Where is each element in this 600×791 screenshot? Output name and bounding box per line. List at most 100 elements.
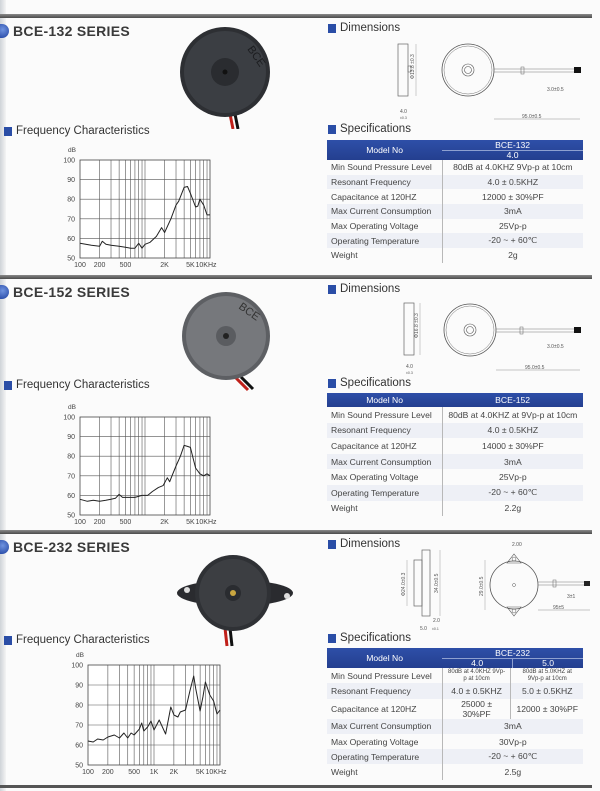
heading-text: Specifications <box>340 377 411 389</box>
frequency-characteristics-heading: Frequency Characteristics <box>4 634 150 646</box>
x-tick-label: 5K <box>196 769 205 776</box>
spec-row: Capacitance at 120HZ 14000 ± 30%PF <box>327 438 583 454</box>
frequency-characteristics-heading: Frequency Characteristics <box>4 125 150 137</box>
dimension-drawing-bce-132: Φ13.8 ±0.3 3.0±0.5 95.0±0.5 4.0 ±0.3 <box>397 43 581 120</box>
spec-label: Resonant Frequency <box>327 174 443 190</box>
y-tick-label: 70 <box>67 216 75 223</box>
spec-value: 25Vp-p <box>441 218 583 234</box>
bullet-icon <box>0 24 9 38</box>
y-tick-label: 70 <box>75 723 83 730</box>
y-tick-label: 90 <box>75 683 83 690</box>
dimension-drawing-bce-152: Φ16.8 ±0.3 3.0±0.5 95.0±0.5 4.0 ±0.3 <box>403 302 581 375</box>
product-photo-bce-232 <box>177 555 293 647</box>
lead-length-label: 3.0±0.5 <box>547 344 564 350</box>
x-tick-label: 200 <box>102 769 114 776</box>
spec-label: Operating Temperature <box>327 749 443 765</box>
spec-value: 80dB at 4.0KHZ 9Vp-p at 10cm <box>441 160 583 175</box>
spec-value: 12000 ± 30%PF <box>510 698 583 719</box>
x-tick-label: 500 <box>120 262 132 268</box>
thickness-tolerance-label: ±0.1 <box>432 627 439 631</box>
model-no-header: Model No <box>327 648 443 668</box>
section-bce-152: BCE-152 SERIES BCE Frequency Characteris… <box>0 275 600 531</box>
specifications-table-bce-232: Model No BCE-232 4.0 5.0 Min Sound Pressure … <box>327 648 583 780</box>
specifications-heading: Specifications <box>328 632 411 644</box>
y-tick-label: 50 <box>67 513 75 520</box>
frequency-chart-bce-152: 50 60 70 80 90 100 100 200 500 2K 5K 10KHz dB <box>63 404 217 525</box>
square-bullet-icon <box>328 124 336 134</box>
spec-label: Min Sound Pressure Level <box>331 670 432 681</box>
x-tick-label: 500 <box>120 519 132 525</box>
spec-label: Max Operating Voltage <box>331 736 419 747</box>
spec-value: 80dB at 5.0KHZ at 9Vp-p at 10cm <box>510 668 583 684</box>
model-header: BCE-132 4.0 <box>442 140 583 160</box>
spec-label: Weight <box>331 767 358 778</box>
y-axis-unit-label: dB <box>68 147 76 154</box>
x-tick-label: 1K <box>150 769 159 776</box>
body-diameter-label: 29.0±0.5 <box>479 576 485 596</box>
spec-row: Max Operating Voltage 25Vp-p <box>327 469 583 485</box>
spec-value: 3mA <box>441 718 583 734</box>
spec-label: Max Current Consumption <box>327 453 443 470</box>
y-tick-label: 50 <box>67 256 75 263</box>
spec-row: Operating Temperature -20 ~ + 60℃ <box>327 484 583 501</box>
hole-diameter-label: 2.00 <box>512 542 522 548</box>
thickness-label: 5.0 <box>420 626 427 632</box>
heading-text: Specifications <box>340 123 411 135</box>
spec-row: Max Current Consumption 3mA <box>327 453 583 470</box>
model-name: BCE-152 <box>495 394 531 405</box>
specifications-heading: Specifications <box>328 123 411 135</box>
frequency-chart-bce-132: 50 60 70 80 90 100 100 200 500 2K 5K 10KHz dB <box>63 147 217 268</box>
frequency-response-curve <box>79 444 211 502</box>
heading-text: Frequency Characteristics <box>16 379 150 391</box>
y-axis-unit-label: dB <box>76 652 84 659</box>
thickness-label: 4.0 <box>400 109 407 115</box>
x-tick-label: 100 <box>74 262 86 268</box>
page-bottom-rule <box>0 785 592 788</box>
x-tick-label: 200 <box>94 262 106 268</box>
section-bce-132: BCE-132 SERIES BCE Frequency Characteris… <box>0 14 600 270</box>
spec-value: 2.2g <box>441 500 583 517</box>
diameter-label: Φ24.0±0.3 <box>401 572 407 596</box>
y-tick-label: 90 <box>67 434 75 441</box>
heading-text: Dimensions <box>340 538 401 550</box>
spec-label: Max Current Consumption <box>327 718 443 734</box>
dimensions-heading: Dimensions <box>328 283 400 295</box>
spec-value: 25Vp-p <box>441 469 583 485</box>
spec-label: Weight <box>331 250 358 261</box>
spec-label: Operating Temperature <box>327 484 443 501</box>
x-tick-label: 10KHz <box>195 262 217 268</box>
spec-row: Min Sound Pressure Level 80dB at 4.0KHZ 9… <box>327 668 583 684</box>
y-tick-label: 80 <box>75 703 83 710</box>
specifications-table-bce-132: Model No BCE-132 4.0 Min Sound Pressure Lev… <box>327 140 583 263</box>
square-bullet-icon <box>328 378 336 388</box>
spec-label: Max Current Consumption <box>327 204 443 219</box>
spec-row: Weight 2g <box>327 248 583 263</box>
spec-value: 5.0 ± 0.5KHZ <box>510 683 583 699</box>
spec-label: Resonant Frequency <box>327 683 443 699</box>
spec-label: Operating Temperature <box>327 233 443 249</box>
diameter-label: Φ16.8 ±0.3 <box>414 313 420 338</box>
spec-label: Weight <box>331 503 358 514</box>
spec-row: Resonant Frequency 4.0 ± 0.5KHZ <box>327 174 583 190</box>
square-bullet-icon <box>328 633 336 643</box>
x-tick-label: 2K <box>160 262 169 268</box>
y-axis-unit-label: dB <box>68 404 76 411</box>
spec-row: Max Current Consumption 3mA <box>327 718 583 734</box>
height-label: 34.0±0.5 <box>434 573 440 593</box>
spec-value: 25000 ± 30%PF <box>441 698 511 719</box>
spec-row: Operating Temperature -20 ~ + 60℃ <box>327 749 583 765</box>
y-tick-label: 100 <box>63 158 75 165</box>
spec-row: Max Operating Voltage 25Vp-p <box>327 218 583 234</box>
dimensions-heading: Dimensions <box>328 538 400 550</box>
spec-row: Max Current Consumption 3mA <box>327 204 583 219</box>
spec-label: Capacitance at 120HZ <box>331 703 417 714</box>
specifications-table-bce-152: Model No BCE-152 Min Sound Pressure Level 8… <box>327 393 583 517</box>
model-variant: 5.0 <box>512 658 583 668</box>
y-tick-label: 50 <box>75 763 83 770</box>
spec-value: 80dB at 4.0KHZ 9Vp-p at 10cm <box>441 668 511 684</box>
thickness-label: 4.0 <box>406 364 413 370</box>
spec-value: -20 ~ + 60℃ <box>441 484 583 501</box>
series-title-text: BCE-232 SERIES <box>13 539 131 555</box>
lead-length-label: 3.0±0.5 <box>547 87 564 93</box>
ear-thickness-label: 2.0 <box>433 618 440 624</box>
